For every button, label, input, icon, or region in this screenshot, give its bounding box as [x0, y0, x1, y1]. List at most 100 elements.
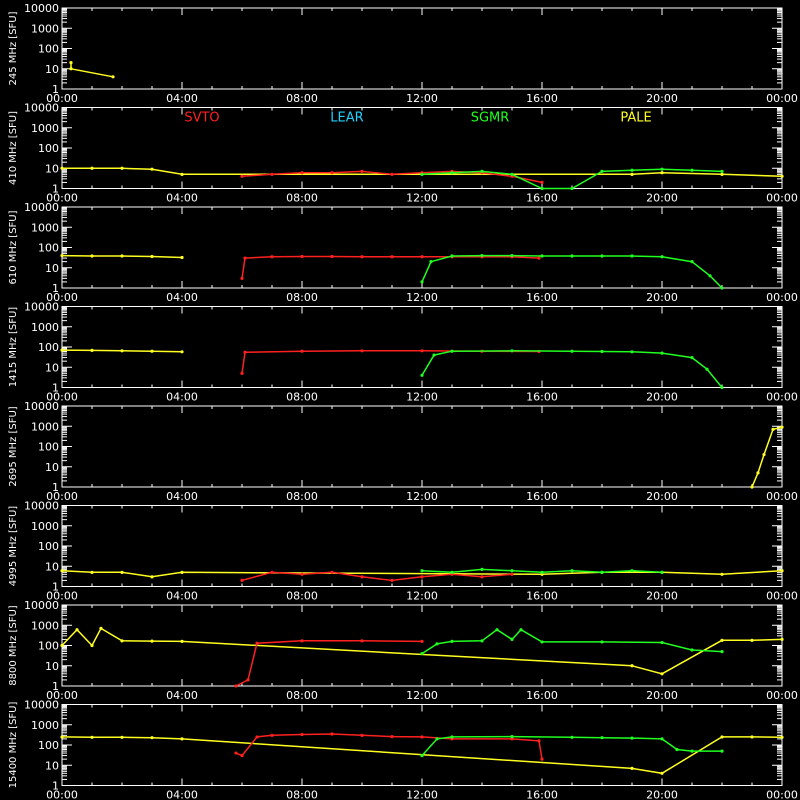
- data-point: [690, 749, 694, 753]
- x-tick-label: 12:00: [406, 789, 438, 800]
- data-point: [270, 570, 274, 574]
- x-tick-label: 16:00: [526, 590, 558, 603]
- data-point: [60, 253, 64, 258]
- data-point: [150, 575, 154, 579]
- x-tick-label: 20:00: [646, 789, 678, 800]
- y-tick-label: 1: [52, 680, 59, 693]
- data-point: [270, 733, 274, 737]
- data-point: [390, 255, 394, 259]
- x-tick-label: 08:00: [286, 291, 318, 304]
- data-point: [90, 166, 94, 170]
- x-tick-label: 20:00: [646, 590, 678, 603]
- data-point: [360, 733, 364, 737]
- data-point: [90, 735, 94, 739]
- data-point: [120, 254, 124, 258]
- data-point: [510, 349, 514, 353]
- data-point: [75, 628, 79, 632]
- data-point: [120, 735, 124, 739]
- data-point: [420, 735, 424, 739]
- x-tick-label: 04:00: [166, 689, 198, 702]
- x-tick-label: 04:00: [166, 291, 198, 304]
- x-tick-label: 20:00: [646, 192, 678, 205]
- panel-2: 1 10 100 1000 10000 00:00 04:00 08:00 12:00 16:00…: [8, 102, 798, 205]
- legend-lear: LEAR: [330, 111, 363, 126]
- x-tick-label: 16:00: [526, 291, 558, 304]
- y-tick-label: 10000: [24, 599, 59, 612]
- x-tick-label: 00:00: [766, 590, 798, 603]
- data-point: [420, 172, 424, 176]
- data-point: [570, 186, 574, 191]
- data-point: [180, 737, 184, 741]
- data-point: [450, 349, 454, 353]
- data-point: [120, 349, 124, 353]
- data-point: [420, 280, 424, 284]
- data-point: [435, 642, 439, 646]
- x-tick-label: 08:00: [286, 192, 318, 205]
- legend-sgmr: SGMR: [471, 111, 510, 126]
- y-tick-label: 1: [52, 481, 59, 494]
- data-point: [330, 171, 334, 175]
- x-tick-label: 16:00: [526, 92, 558, 105]
- y-tick-label: 10000: [24, 301, 59, 314]
- data-point: [630, 350, 634, 354]
- x-tick-label: 08:00: [286, 490, 318, 503]
- x-tick-label: 00:00: [46, 789, 78, 800]
- data-point: [435, 737, 439, 741]
- series-line: [421, 254, 723, 289]
- data-point: [756, 471, 760, 475]
- data-point: [630, 766, 634, 770]
- data-point: [720, 749, 724, 753]
- panel-8: 1 10 100 1000 10000 00:00 04:00 08:00 12:00 16:00…: [8, 699, 798, 800]
- data-point: [540, 640, 544, 644]
- y-tick-label: 100: [38, 640, 59, 653]
- data-point: [600, 570, 604, 574]
- y-tick-label: 10000: [24, 102, 59, 115]
- x-tick-label: 04:00: [166, 490, 198, 503]
- y-tick-label: 1000: [31, 520, 59, 533]
- data-point: [180, 255, 184, 260]
- y-tick-label: 100: [38, 540, 59, 553]
- data-point: [300, 349, 304, 353]
- panel-7: 1 10 100 1000 10000 00:00 04:00 08:00 12:00 16:00…: [8, 599, 798, 702]
- y-axis-label: 410 MHz [SFU]: [8, 111, 19, 185]
- data-point: [60, 166, 64, 170]
- data-point: [510, 253, 514, 258]
- data-point: [180, 570, 184, 574]
- panel-frame: [61, 405, 783, 488]
- y-tick-label: 100: [38, 441, 59, 454]
- y-tick-label: 1: [52, 382, 59, 395]
- y-tick-label: 10000: [24, 500, 59, 513]
- x-tick-label: 12:00: [406, 590, 438, 603]
- data-point: [630, 254, 634, 258]
- panel-4: 1 10 100 1000 10000 00:00 04:00 08:00 12:00 16:00…: [8, 301, 798, 404]
- y-tick-label: 10: [45, 162, 59, 175]
- x-tick-label: 04:00: [166, 789, 198, 800]
- data-point: [240, 371, 244, 375]
- y-axis-label: 1415 MHz [SFU]: [8, 307, 19, 388]
- panel-5: 1 10 100 1000 10000 00:00 04:00 08:00 12:00 16:00…: [8, 400, 798, 503]
- y-axis-label: 8800 MHz [SFU]: [8, 605, 19, 686]
- x-tick-label: 08:00: [286, 590, 318, 603]
- y-tick-label: 100: [38, 43, 59, 56]
- data-point: [690, 355, 694, 360]
- data-point: [540, 254, 544, 258]
- data-point: [90, 348, 94, 352]
- x-tick-label: 16:00: [526, 192, 558, 205]
- data-point: [675, 747, 679, 752]
- x-tick-label: 20:00: [646, 689, 678, 702]
- data-point: [60, 348, 64, 352]
- data-point: [240, 174, 244, 178]
- series-line: [235, 640, 423, 687]
- data-point: [390, 172, 394, 176]
- data-point: [720, 169, 724, 173]
- data-point: [300, 732, 304, 737]
- y-tick-label: 10: [45, 461, 59, 474]
- x-tick-label: 00:00: [766, 689, 798, 702]
- data-point: [60, 735, 64, 739]
- data-point: [450, 639, 454, 643]
- data-point: [300, 572, 304, 576]
- data-point: [450, 570, 454, 574]
- data-point: [660, 570, 664, 574]
- data-point: [420, 753, 424, 758]
- data-point: [720, 735, 724, 739]
